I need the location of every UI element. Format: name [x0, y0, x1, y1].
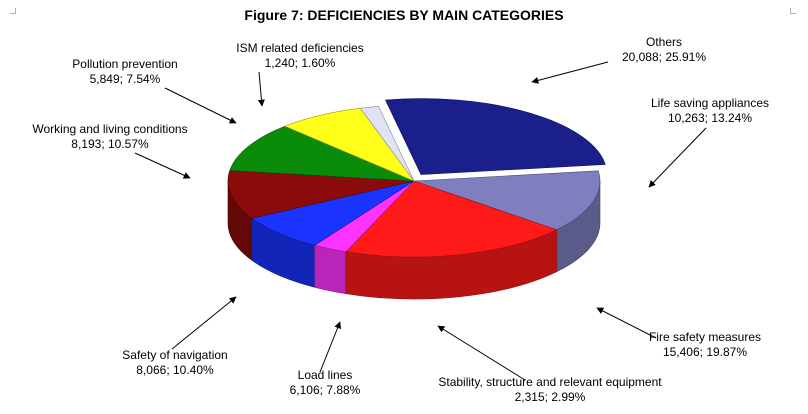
- label-ism: ISM related deficiencies 1,240; 1.60%: [210, 41, 390, 71]
- slice-ism-related-deficiencies: [359, 106, 415, 182]
- leader-arrow-others: [531, 61, 609, 84]
- slice-life-saving-appliances: [413, 170, 601, 231]
- fire-safety-percent: 19.87%: [706, 345, 748, 359]
- label-ism-value: 1,240; 1.60%: [264, 56, 336, 70]
- slice-load-lines: [251, 180, 415, 246]
- label-load-lines-value: 6,106; 7.88%: [289, 383, 361, 397]
- pollution-percent: 7.54%: [126, 72, 161, 86]
- label-safety-navigation-name: Safety of navigation: [122, 348, 228, 362]
- others-count: 20,088: [621, 50, 659, 64]
- leader-arrow-life-saving-appliances: [648, 127, 707, 188]
- corner-mark-top-left: [10, 8, 16, 14]
- leader-arrow-load-lines: [319, 321, 341, 373]
- leader-arrow-fire-safety-measures: [596, 307, 657, 339]
- label-life-saving-name: Life saving appliances: [650, 96, 770, 110]
- label-pollution-value: 5,849; 7.54%: [89, 72, 161, 86]
- label-life-saving: Life saving appliances 10,263; 13.24%: [620, 96, 800, 126]
- label-fire-safety-name: Fire safety measures: [648, 330, 762, 344]
- label-safety-navigation: Safety of navigation 8,066; 10.40%: [100, 348, 250, 378]
- life-saving-count: 10,263: [667, 111, 705, 125]
- label-working-living-name: Working and living conditions: [32, 122, 188, 136]
- leader-arrow-ism-related-deficiencies: [257, 71, 265, 107]
- slice-others: [385, 98, 606, 175]
- pollution-count: 5,849: [89, 72, 120, 86]
- label-working-living-value: 8,193; 10.57%: [71, 137, 149, 151]
- corner-mark-top-right: [790, 8, 796, 14]
- slice-safety-of-navigation: [227, 170, 415, 219]
- slice-wall-stability-structure-and-relevant-equipment: [314, 244, 347, 295]
- others-percent: 25.91%: [665, 50, 707, 64]
- label-others-value: 20,088; 25.91%: [621, 50, 707, 64]
- leader-arrow-pollution-prevention: [164, 87, 237, 124]
- ism-count: 1,240: [264, 56, 295, 70]
- label-working-living: Working and living conditions 8,193; 10.…: [10, 122, 210, 152]
- label-load-lines-name: Load lines: [297, 368, 353, 382]
- life-saving-percent: 13.24%: [711, 111, 753, 125]
- working-living-count: 8,193: [71, 137, 102, 151]
- slice-fire-safety-measures: [345, 180, 558, 258]
- load-lines-count: 6,106: [289, 383, 320, 397]
- stability-count: 2,315: [514, 390, 545, 404]
- label-stability-name: Stability, structure and relevant equipm…: [438, 375, 662, 389]
- slice-working-and-living-conditions: [229, 125, 415, 182]
- label-pollution: Pollution prevention 5,849; 7.54%: [45, 57, 205, 87]
- safety-navigation-count: 8,066: [136, 363, 167, 377]
- label-stability-value: 2,315; 2.99%: [514, 390, 586, 404]
- label-fire-safety-value: 15,406; 19.87%: [662, 345, 748, 359]
- label-ism-name: ISM related deficiencies: [236, 41, 364, 55]
- label-safety-navigation-value: 8,066; 10.40%: [136, 363, 214, 377]
- leader-arrow-working-and-living-conditions: [134, 152, 191, 179]
- label-stability: Stability, structure and relevant equipm…: [400, 375, 700, 405]
- label-pollution-name: Pollution prevention: [72, 57, 178, 71]
- load-lines-percent: 7.88%: [326, 383, 361, 397]
- label-load-lines: Load lines 6,106; 7.88%: [270, 368, 380, 398]
- working-living-percent: 10.57%: [108, 137, 149, 151]
- ism-percent: 1.60%: [301, 56, 336, 70]
- leader-arrow-stability-structure-and-relevant-equipment: [437, 325, 526, 381]
- fire-safety-count: 15,406: [662, 345, 700, 359]
- chart-title: Figure 7: DEFICIENCIES BY MAIN CATEGORIE…: [244, 7, 564, 23]
- label-others-name: Others: [645, 35, 682, 49]
- stability-percent: 2.99%: [551, 390, 586, 404]
- label-life-saving-value: 10,263; 13.24%: [667, 111, 753, 125]
- label-others: Others 20,088; 25.91%: [604, 35, 724, 65]
- label-fire-safety: Fire safety measures 15,406; 19.87%: [630, 330, 780, 360]
- leader-arrow-safety-of-navigation: [171, 296, 237, 350]
- safety-navigation-percent: 10.40%: [173, 363, 214, 377]
